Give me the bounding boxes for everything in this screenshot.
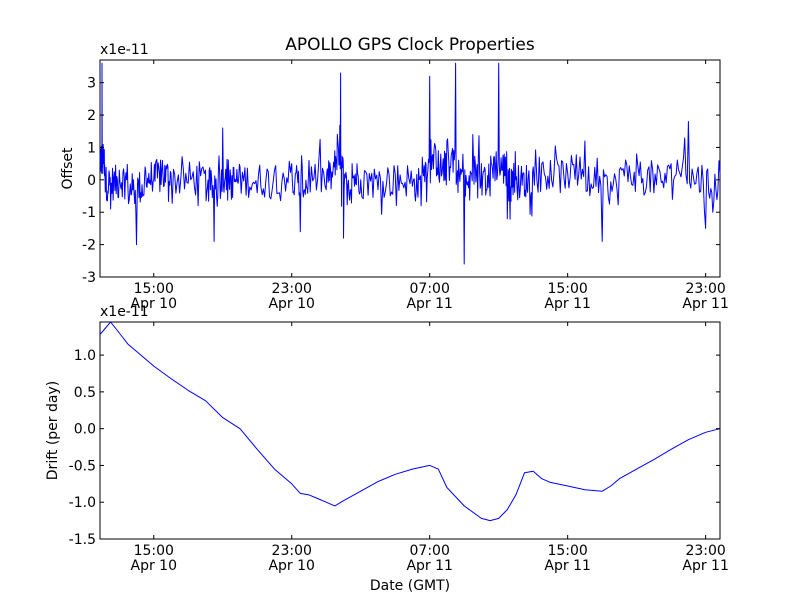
chart2-xtick-date: Apr 11 xyxy=(682,558,728,574)
chart1-title: APOLLO GPS Clock Properties xyxy=(285,35,535,55)
chart2-ytick-label: -0.5 xyxy=(69,458,96,474)
chart2-xtick-date: Apr 10 xyxy=(131,558,177,574)
chart2-xtick-time: 23:00 xyxy=(685,543,725,559)
chart2-xtick-time: 23:00 xyxy=(272,543,312,559)
chart1-xtick-time: 23:00 xyxy=(272,281,312,297)
chart2-ytick-label: 0.5 xyxy=(74,385,96,401)
chart2-xlabel: Date (GMT) xyxy=(370,578,450,594)
chart2-axes-frame xyxy=(99,321,721,540)
chart2-series-line-1 xyxy=(99,321,721,522)
chart2-ytick-label: -1.0 xyxy=(69,495,96,511)
chart1-xtick-date: Apr 11 xyxy=(406,296,452,312)
chart1-xtick-date: Apr 11 xyxy=(682,296,728,312)
chart1-ytick-label: 1 xyxy=(87,140,96,156)
chart2-multiplier-label: x1e-11 xyxy=(100,304,149,320)
chart1-ytick-label: 3 xyxy=(87,76,96,92)
chart1-ytick-label: -3 xyxy=(82,270,96,286)
chart1-xtick-time: 23:00 xyxy=(685,281,725,297)
chart2-ylabel: Drift (per day) xyxy=(45,381,61,480)
chart1-xtick-date: Apr 11 xyxy=(544,296,590,312)
chart1-xtick-time: 07:00 xyxy=(410,281,450,297)
chart1-ytick-label: 0 xyxy=(87,173,96,189)
chart1-ytick-label: -1 xyxy=(82,205,96,221)
chart1-xtick-time: 15:00 xyxy=(547,281,587,297)
chart2-xtick-time: 07:00 xyxy=(410,543,450,559)
chart2-ytick-label: -1.5 xyxy=(69,532,96,548)
chart1-xtick-date: Apr 10 xyxy=(268,296,314,312)
chart1-xtick-time: 15:00 xyxy=(134,281,174,297)
chart1-multiplier-label: x1e-11 xyxy=(100,42,149,58)
chart2-ytick-label: 0.0 xyxy=(74,422,96,438)
chart1-ytick-label: 2 xyxy=(87,108,96,124)
chart2-ytick-label: 1.0 xyxy=(74,348,96,364)
chart2-xtick-date: Apr 10 xyxy=(268,558,314,574)
chart2-xtick-date: Apr 11 xyxy=(406,558,452,574)
chart1-ylabel: Offset xyxy=(60,147,76,190)
chart1-xtick-date: Apr 10 xyxy=(131,296,177,312)
chart1-series-line-1 xyxy=(99,62,721,265)
chart2-xtick-time: 15:00 xyxy=(547,543,587,559)
chart2-xtick-time: 15:00 xyxy=(134,543,174,559)
chart2-xtick-date: Apr 11 xyxy=(544,558,590,574)
chart1-ytick-label: -2 xyxy=(82,238,96,254)
